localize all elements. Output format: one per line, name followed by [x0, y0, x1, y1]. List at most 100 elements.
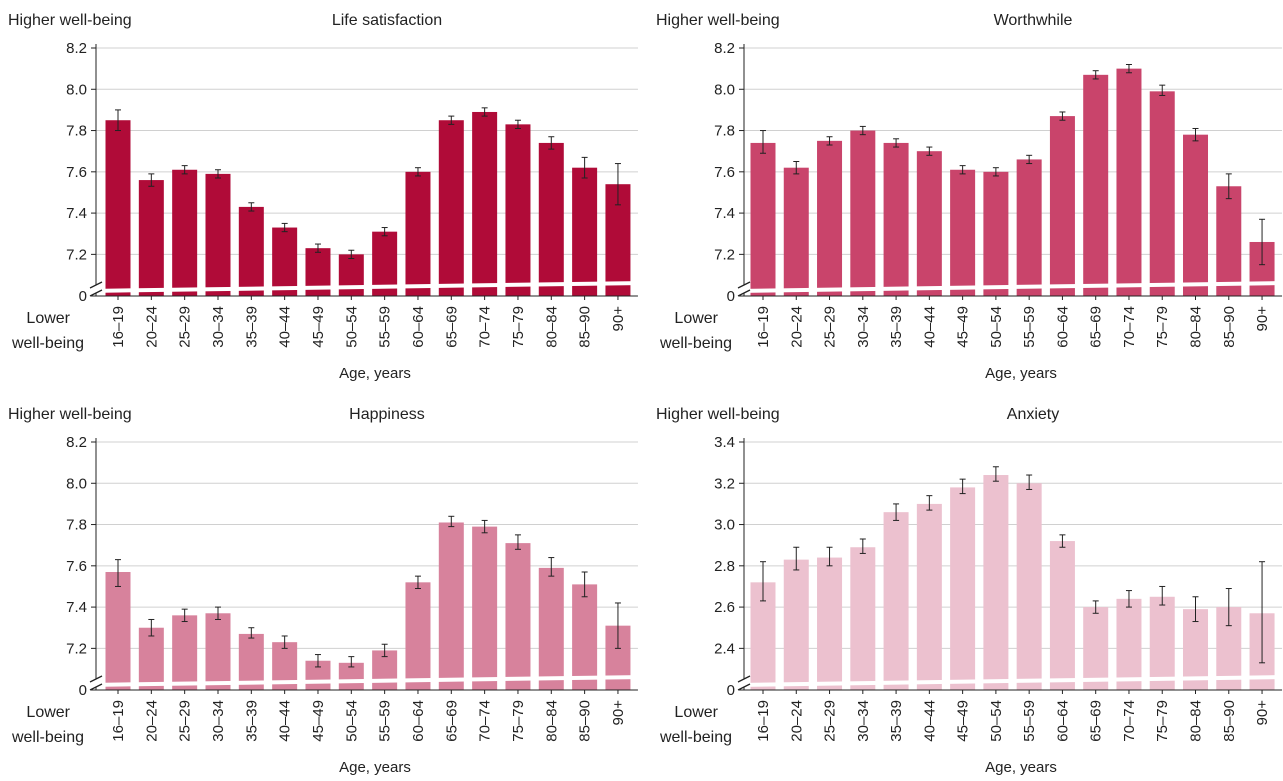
bar: [472, 526, 498, 690]
bar: [1149, 596, 1175, 690]
bar: [950, 487, 976, 690]
y-tick-label: 7.2: [66, 640, 87, 657]
x-tick-label: 30–34: [855, 306, 872, 348]
lower-well-being-label: well-being: [11, 729, 84, 746]
axis-break-band: [736, 675, 1283, 687]
x-tick-label: 40–44: [277, 700, 294, 742]
lower-well-being-label: Lower: [26, 310, 70, 327]
higher-well-being-label: Higher well-being: [656, 12, 780, 29]
y-tick-label: 8.2: [66, 40, 87, 57]
x-tick-label: 60–64: [1054, 306, 1071, 348]
x-tick-label: 20–24: [143, 700, 160, 742]
bar: [238, 206, 264, 296]
axis-break-band: [88, 675, 642, 687]
x-tick-label: 80–84: [1188, 700, 1205, 742]
x-tick-label: 35–39: [243, 700, 260, 742]
x-tick-label: 20–24: [788, 306, 805, 348]
y-tick-label: 3.0: [714, 517, 735, 534]
higher-well-being-label: Higher well-being: [656, 406, 780, 423]
axis-break-mark: [737, 289, 751, 297]
x-tick-label: 40–44: [921, 306, 938, 348]
x-tick-label: 35–39: [243, 306, 260, 348]
lower-well-being-label: Lower: [674, 704, 718, 721]
x-tick-label: 75–79: [510, 306, 527, 348]
bar: [138, 627, 164, 690]
y-tick-label: 7.6: [66, 558, 87, 575]
x-tick-label: 80–84: [543, 306, 560, 348]
bar: [817, 140, 843, 296]
bar: [405, 582, 431, 690]
lower-well-being-label: well-being: [659, 335, 732, 352]
bar: [850, 547, 876, 690]
bar: [438, 120, 464, 297]
y-tick-label: 8.2: [66, 434, 87, 451]
bar: [205, 173, 231, 296]
y-tick-label: 7.2: [66, 246, 87, 263]
y-tick-label: 8.0: [66, 81, 87, 98]
bar: [538, 567, 564, 690]
x-axis-label: Age, years: [985, 759, 1057, 776]
x-tick-label: 50–54: [343, 700, 360, 742]
x-tick-label: 16–19: [110, 306, 127, 348]
bar: [572, 584, 598, 690]
y-tick-label: 7.8: [714, 123, 735, 140]
bar: [105, 120, 131, 297]
bar: [405, 171, 431, 296]
bar: [1016, 483, 1042, 690]
x-tick-label: 80–84: [543, 700, 560, 742]
x-tick-label: 40–44: [921, 700, 938, 742]
y-tick-label: 7.8: [66, 123, 87, 140]
x-tick-label: 55–59: [377, 700, 394, 742]
bar: [505, 543, 531, 690]
axis-break-mark: [89, 675, 103, 683]
x-tick-label: 75–79: [1154, 700, 1171, 742]
chart-panel-anxiety: Anxiety Higher well-being 3.4 3.2 3.0 2.8 2.6 2…: [656, 406, 1283, 776]
x-tick-label: 30–34: [210, 700, 227, 742]
axis-break-band: [88, 281, 642, 293]
y-tick-label: 8.0: [714, 81, 735, 98]
axis-break-mark: [89, 289, 103, 297]
bar: [272, 227, 298, 296]
y-tick-label: 7.4: [714, 205, 735, 222]
x-tick-label: 70–74: [1121, 306, 1138, 348]
bar: [916, 151, 942, 296]
x-tick-label: 65–69: [1088, 700, 1105, 742]
x-tick-label: 85–90: [1221, 306, 1238, 348]
x-tick-label: 16–19: [755, 700, 772, 742]
x-tick-label: 65–69: [443, 306, 460, 348]
lower-well-being-label: well-being: [11, 335, 84, 352]
bar: [472, 111, 498, 297]
x-tick-label: 55–59: [377, 306, 394, 348]
axis-break-mark: [89, 281, 103, 289]
y-tick-label: 2.6: [714, 599, 735, 616]
x-axis-label: Age, years: [339, 365, 411, 382]
x-tick-label: 25–29: [177, 306, 194, 348]
y-tick-label: 7.4: [66, 599, 87, 616]
bar: [138, 180, 164, 296]
bar: [883, 142, 909, 296]
chart-panel-worthwhile: Worthwhile Higher well-being 8.2 8.0 7.8 7.6 7…: [656, 12, 1283, 382]
y-tick-label: 3.4: [714, 434, 735, 451]
bar: [505, 124, 531, 296]
x-tick-label: 25–29: [177, 700, 194, 742]
x-tick-label: 35–39: [888, 306, 905, 348]
x-tick-label: 30–34: [855, 700, 872, 742]
bar: [983, 171, 1009, 296]
y-tick-label: 8.2: [714, 40, 735, 57]
x-tick-label: 60–64: [410, 700, 427, 742]
x-tick-label: 45–49: [955, 700, 972, 742]
y-tick-label: 7.8: [66, 517, 87, 534]
y-tick-label: 2.8: [714, 558, 735, 575]
y-tick-label: 7.6: [66, 164, 87, 181]
y-tick-label: 7.6: [714, 164, 735, 181]
higher-well-being-label: Higher well-being: [8, 406, 132, 423]
x-tick-label: 90+: [610, 306, 627, 332]
bar: [1016, 159, 1042, 296]
x-tick-label: 85–90: [1221, 700, 1238, 742]
bar: [172, 169, 198, 296]
bar: [1149, 91, 1175, 296]
x-tick-label: 50–54: [343, 306, 360, 348]
x-tick-label: 16–19: [110, 700, 127, 742]
bar: [1083, 74, 1109, 296]
y-tick-label: 7.2: [714, 246, 735, 263]
